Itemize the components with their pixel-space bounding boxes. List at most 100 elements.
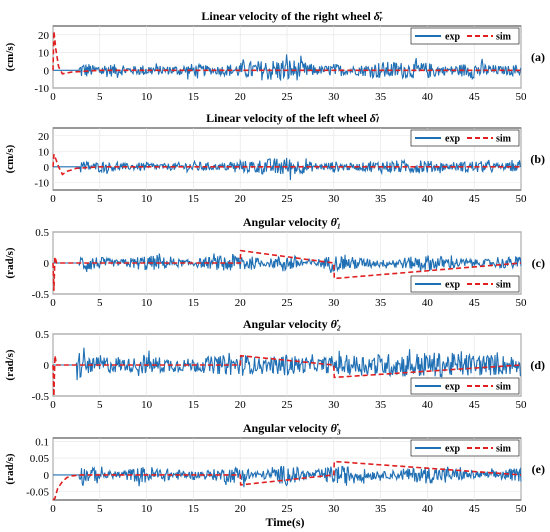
x-tick-label: 40 <box>422 193 434 205</box>
series-line-exp <box>53 465 522 488</box>
x-tick-label: 50 <box>516 399 528 411</box>
x-tick-label: 15 <box>188 193 200 205</box>
x-tick-label: 40 <box>422 297 434 309</box>
legend-label-exp: exp <box>445 444 460 455</box>
x-tick-label: 30 <box>328 193 340 205</box>
y-tick-label: -10 <box>34 177 49 189</box>
x-tick-label: 5 <box>97 297 103 309</box>
y-axis-label: (cm/s) <box>4 42 16 71</box>
x-tick-label: 35 <box>375 399 387 411</box>
y-tick-label: 0 <box>44 470 50 482</box>
x-tick-label: 35 <box>375 193 387 205</box>
legend-label-sim: sim <box>496 444 512 455</box>
y-axis-label: (rad/s) <box>4 247 16 279</box>
series-line-sim <box>52 154 521 176</box>
legend-box <box>410 27 520 45</box>
x-tick-label: 30 <box>328 297 340 309</box>
x-tick-label: 30 <box>328 503 340 515</box>
x-tick-label: 50 <box>516 193 528 205</box>
y-tick-label: 0 <box>44 162 50 174</box>
x-tick-label: 10 <box>141 503 153 515</box>
series-line-sim <box>52 31 521 75</box>
y-tick-label: 0.5 <box>35 227 49 239</box>
x-tick-label: 25 <box>282 399 294 411</box>
legend-box <box>410 377 520 395</box>
x-tick-label: 10 <box>141 399 153 411</box>
x-tick-label: 30 <box>328 399 340 411</box>
legend-label-exp: exp <box>445 32 460 43</box>
y-tick-label: 20 <box>38 30 50 42</box>
x-tick-label: 35 <box>375 91 387 103</box>
x-tick-label: 20 <box>235 91 247 103</box>
x-tick-label: 20 <box>235 297 247 309</box>
legend-label-sim: sim <box>496 32 512 43</box>
panel-label: (e) <box>532 462 545 476</box>
x-tick-label: 15 <box>188 399 200 411</box>
x-tick-label: 25 <box>282 297 294 309</box>
x-tick-label: 15 <box>188 503 200 515</box>
x-tick-label: 10 <box>141 91 153 103</box>
panel-title: Linear velocity of the left wheel δ̇ₗ <box>206 111 379 125</box>
x-axis-label: Time(s) <box>265 515 304 529</box>
series-line-sim <box>52 354 522 397</box>
panel-title: Angular velocity θ̇₂ <box>243 317 341 331</box>
legend-label-exp: exp <box>445 280 460 291</box>
series-line-exp <box>53 347 521 381</box>
x-tick-label: 5 <box>97 91 103 103</box>
y-tick-label: -0.5 <box>32 289 50 301</box>
legend-label-sim: sim <box>496 382 512 393</box>
legend: exp sim <box>410 377 520 395</box>
x-tick-label: 0 <box>50 503 56 515</box>
y-tick-label: 0.1 <box>35 436 49 448</box>
x-tick-label: 25 <box>282 91 294 103</box>
x-tick-label: 10 <box>141 297 153 309</box>
x-tick-label: 50 <box>516 297 528 309</box>
series-line-exp <box>53 157 522 181</box>
y-tick-label: -0.5 <box>32 391 50 403</box>
x-tick-label: 5 <box>97 503 103 515</box>
x-tick-label: 25 <box>282 193 294 205</box>
legend: exp sim <box>410 439 520 457</box>
y-tick-label: 0 <box>44 65 50 77</box>
x-tick-label: 35 <box>375 503 387 515</box>
x-tick-label: 5 <box>97 193 103 205</box>
y-tick-label: 0 <box>44 360 50 372</box>
x-tick-label: 10 <box>141 193 153 205</box>
x-tick-label: 15 <box>188 297 200 309</box>
y-tick-label: 0.05 <box>30 453 50 465</box>
x-tick-label: 20 <box>235 399 247 411</box>
y-tick-label: 0.5 <box>35 329 49 341</box>
legend-label-exp: exp <box>445 134 460 145</box>
x-tick-label: 5 <box>97 399 103 411</box>
x-tick-label: 45 <box>469 399 481 411</box>
panel-title: Linear velocity of the right wheel δ̇ᵣ <box>201 9 383 23</box>
y-axis-label: (cm/s) <box>4 144 16 173</box>
legend-label-sim: sim <box>496 134 512 145</box>
x-tick-label: 25 <box>282 503 294 515</box>
y-tick-label: 10 <box>38 48 50 60</box>
x-tick-label: 15 <box>188 91 200 103</box>
x-tick-label: 45 <box>469 193 481 205</box>
legend: exp sim <box>410 275 520 293</box>
y-tick-label: -10 <box>34 83 49 95</box>
x-tick-label: 45 <box>469 297 481 309</box>
legend-box <box>410 439 520 457</box>
y-tick-label: -0.05 <box>26 487 49 499</box>
x-tick-label: 40 <box>422 503 434 515</box>
x-tick-label: 0 <box>50 297 56 309</box>
x-tick-label: 40 <box>422 91 434 103</box>
y-tick-label: 0 <box>44 258 50 270</box>
panel-title: Angular velocity θ̇₃ <box>243 421 341 435</box>
panel-label: (a) <box>531 50 545 64</box>
series-line-sim <box>52 460 522 501</box>
x-tick-label: 50 <box>516 503 528 515</box>
x-tick-label: 0 <box>50 91 56 103</box>
x-tick-label: 50 <box>516 91 528 103</box>
x-tick-label: 45 <box>469 91 481 103</box>
x-tick-label: 20 <box>235 193 247 205</box>
